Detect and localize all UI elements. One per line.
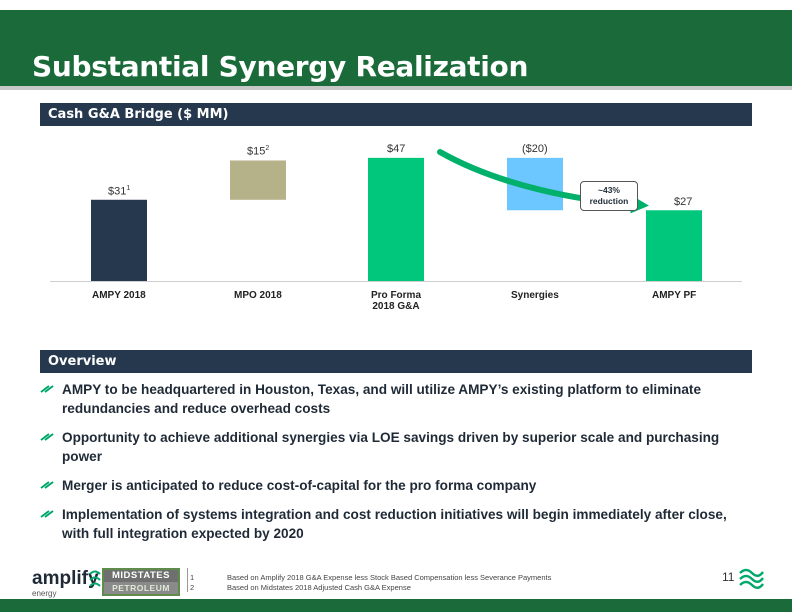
- callout-percent: ~43%: [598, 185, 620, 195]
- list-item: Merger is anticipated to reduce cost-of-…: [40, 476, 752, 495]
- footer-bar: [0, 599, 792, 612]
- list-item: Implementation of systems integration an…: [40, 505, 752, 543]
- list-item: Opportunity to achieve additional synerg…: [40, 428, 752, 466]
- amplify-logo-name: amplify: [32, 568, 99, 589]
- chart-canvas: [50, 149, 742, 282]
- amplify-logo-sub: energy: [32, 589, 57, 598]
- footnote-number: 1: [190, 573, 195, 582]
- double-arrow-icon: [40, 510, 54, 518]
- amplify-logo: amplify energy: [32, 568, 99, 598]
- bullet-text: Opportunity to achieve additional synerg…: [62, 430, 720, 464]
- category-label: MPO 2018: [234, 290, 282, 301]
- chart-bar: [646, 210, 702, 281]
- double-arrow-icon: [40, 433, 54, 441]
- double-arrow-icon: [40, 481, 54, 489]
- category-label: AMPY 2018: [92, 290, 146, 301]
- footer: amplify energy MIDSTATES PETROLEUM 1 Bas…: [0, 560, 792, 612]
- bar-value-label: $311: [108, 184, 131, 198]
- midstates-logo-top: MIDSTATES: [104, 570, 178, 582]
- page-title: Substantial Synergy Realization: [32, 50, 529, 83]
- page-number: 11: [722, 570, 735, 584]
- waterfall-chart: ~43% reduction $311 AMPY 2018 $152 MPO 2018…: [40, 126, 752, 326]
- bar-value-label: $152: [247, 145, 270, 159]
- double-arrow-icon: [40, 385, 54, 393]
- category-label: AMPY PF: [652, 290, 697, 301]
- overview-bullet-list: AMPY to be headquartered in Houston, Tex…: [40, 380, 752, 553]
- chart-bar: [230, 160, 286, 200]
- category-label: Pro Forma 2018 G&A: [371, 290, 422, 312]
- bar-value-label: $27: [674, 196, 693, 209]
- chart-bar: [368, 157, 424, 281]
- callout-label: reduction: [589, 196, 629, 206]
- footnote-text: Based on Midstates 2018 Adjusted Cash G&…: [227, 583, 411, 592]
- bullet-text: Implementation of systems integration an…: [62, 507, 727, 541]
- footnote-text: Based on Amplify 2018 G&A Expense less S…: [227, 573, 552, 582]
- amplify-mark-icon: [89, 570, 101, 587]
- bullet-text: Merger is anticipated to reduce cost-of-…: [62, 478, 537, 493]
- overview-section-header: Overview: [40, 350, 752, 373]
- bar-value-label: $47: [387, 142, 406, 155]
- reduction-callout: ~43% reduction: [580, 181, 638, 211]
- bullet-text: AMPY to be headquartered in Houston, Tex…: [62, 382, 702, 416]
- chart-bar: [91, 199, 147, 281]
- midstates-logo: MIDSTATES PETROLEUM: [102, 568, 180, 596]
- list-item: AMPY to be headquartered in Houston, Tex…: [40, 380, 752, 418]
- green-wave-mark-icon: [739, 568, 764, 589]
- footnote-number: 2: [190, 583, 195, 592]
- category-label: Synergies: [511, 290, 559, 301]
- chart-section-header: Cash G&A Bridge ($ MM): [40, 103, 752, 126]
- footer-divider: [187, 568, 188, 592]
- midstates-logo-bottom: PETROLEUM: [112, 583, 170, 593]
- title-bar: Substantial Synergy Realization: [0, 10, 792, 90]
- bar-value-label: ($20): [522, 142, 548, 155]
